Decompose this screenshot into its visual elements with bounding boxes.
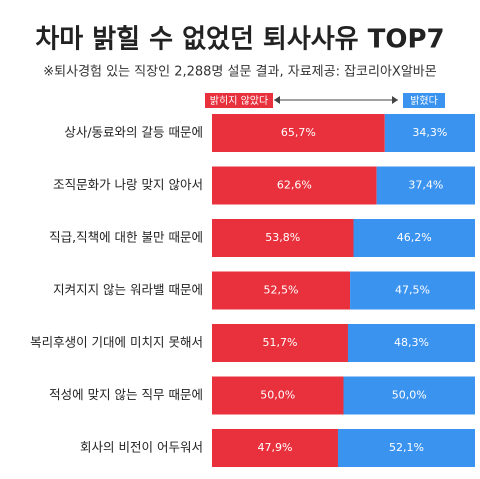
value-label: 51,7% bbox=[263, 336, 298, 349]
bar-segment bbox=[347, 324, 475, 362]
value-label: 62,6% bbox=[277, 179, 312, 192]
bar-segment bbox=[337, 429, 475, 467]
bar-segment bbox=[212, 271, 351, 310]
bar-segment bbox=[353, 219, 475, 257]
bar-segment bbox=[376, 166, 475, 205]
bar-segment bbox=[384, 114, 475, 152]
value-label: 47,5% bbox=[395, 284, 430, 297]
value-label: 52,5% bbox=[264, 284, 299, 297]
category-label: 상사/동료와의 갈등 때문에 bbox=[64, 125, 203, 140]
value-label: 46,2% bbox=[397, 231, 432, 244]
category-label: 회사의 비전이 어두워서 bbox=[80, 440, 203, 455]
value-label: 34,3% bbox=[412, 126, 447, 139]
category-label: 직급,직책에 대한 불만 때문에 bbox=[49, 230, 203, 245]
value-label: 47,9% bbox=[258, 441, 293, 454]
bar-segment bbox=[212, 219, 354, 257]
bar-segment bbox=[212, 429, 338, 467]
value-label: 65,7% bbox=[281, 126, 316, 139]
chart-subtitle: ※퇴사경험 있는 직장인 2,288명 설문 결과, 자료제공: 잡코리아X알바… bbox=[43, 65, 436, 80]
legend-swatch bbox=[205, 93, 273, 108]
bar-segment bbox=[212, 376, 344, 415]
category-label: 복리후생이 기대에 미치지 못해서 bbox=[30, 335, 203, 350]
bar-segment bbox=[350, 271, 475, 310]
value-label: 48,3% bbox=[394, 336, 429, 349]
chart-title: 차마 밝힐 수 없었던 퇴사사유 TOP7 bbox=[35, 25, 444, 55]
value-label: 50,0% bbox=[392, 389, 427, 402]
legend-swatch bbox=[403, 93, 445, 108]
bar-segment bbox=[212, 114, 385, 152]
category-label: 조직문화가 나랑 맞지 않아서 bbox=[53, 177, 203, 192]
bar-segment bbox=[212, 324, 348, 362]
bar-segment bbox=[212, 166, 377, 205]
legend-label: 밝혔다 bbox=[410, 95, 438, 107]
value-label: 37,4% bbox=[408, 179, 443, 192]
value-label: 50,0% bbox=[260, 389, 295, 402]
category-label: 지켜지지 않는 워라밸 때문에 bbox=[53, 282, 203, 297]
value-label: 52,1% bbox=[389, 441, 424, 454]
value-label: 53,8% bbox=[265, 231, 300, 244]
legend-label: 밝히지 않았다 bbox=[210, 95, 268, 107]
bar-segment bbox=[343, 376, 475, 415]
category-label: 적성에 맞지 않는 직무 때문에 bbox=[49, 387, 203, 402]
